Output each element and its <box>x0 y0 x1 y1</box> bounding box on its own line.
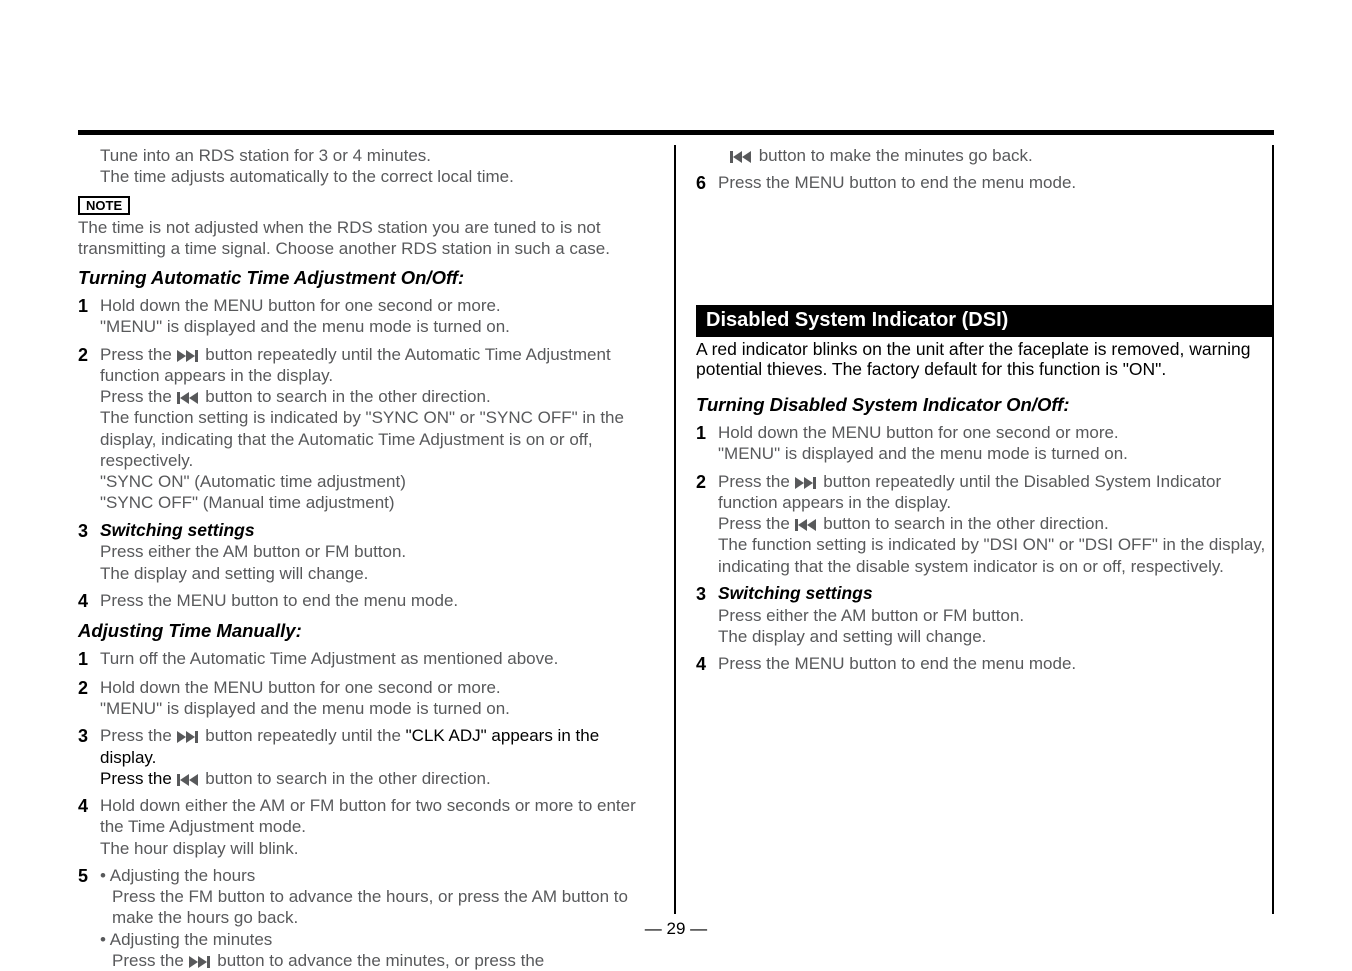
next-track-icon <box>189 956 213 968</box>
step-text: Press the MENU button to end the menu mo… <box>718 173 1076 192</box>
step-text: Hold down the MENU button for one second… <box>100 296 501 315</box>
step-number: 3 <box>78 520 100 543</box>
prev-track-icon <box>730 151 754 163</box>
manual-step-3: 3 Press the button repeatedly until the … <box>78 725 654 789</box>
next-track-icon <box>795 477 819 489</box>
switching-settings-title: Switching settings <box>100 520 255 540</box>
step-text: "MENU" is displayed and the menu mode is… <box>100 317 510 336</box>
auto-step-2: 2 Press the button repeatedly until the … <box>78 344 654 514</box>
auto-step-4: 4 Press the MENU button to end the menu … <box>78 590 654 613</box>
step-text: button repeatedly until the <box>201 726 406 745</box>
step-number: 3 <box>696 583 718 606</box>
step-number: 5 <box>78 865 100 888</box>
subhead-dsi: Turning Disabled System Indicator On/Off… <box>696 394 1272 416</box>
step-text: The display and setting will change. <box>100 564 368 583</box>
step-text: "SYNC ON" (Automatic time adjustment) <box>100 472 406 491</box>
section-intro-dsi: A red indicator blinks on the unit after… <box>696 339 1272 380</box>
right-column: button to make the minutes go back. 6 Pr… <box>676 145 1274 914</box>
intro-line-1: Tune into an RDS station for 3 or 4 minu… <box>100 145 654 166</box>
step-text: The hour display will blink. <box>100 839 298 858</box>
step-text: Press the <box>100 726 177 745</box>
note-label: NOTE <box>78 196 130 215</box>
switching-settings-title: Switching settings <box>718 583 873 603</box>
step-text: The display and setting will change. <box>718 627 986 646</box>
auto-step-3: 3 Switching settings Press either the AM… <box>78 520 654 584</box>
step-text: "MENU" is displayed and the menu mode is… <box>718 444 1128 463</box>
step-number: 2 <box>78 677 100 700</box>
step-text-emph: Press the <box>100 769 177 788</box>
step-text: Hold down the MENU button for one second… <box>718 423 1119 442</box>
step-text: Press the <box>100 345 177 364</box>
continuation-line: button to make the minutes go back. <box>730 145 1272 166</box>
next-track-icon <box>177 350 201 362</box>
step-text: Hold down either the AM or FM button for… <box>100 796 636 836</box>
prev-track-icon <box>795 519 819 531</box>
page-content: Tune into an RDS station for 3 or 4 minu… <box>78 145 1274 914</box>
step-text: Press either the AM button or FM button. <box>100 542 406 561</box>
step-number: 1 <box>78 648 100 671</box>
next-track-icon <box>177 731 201 743</box>
manual-step-1: 1 Turn off the Automatic Time Adjustment… <box>78 648 654 671</box>
dsi-step-2: 2 Press the button repeatedly until the … <box>696 471 1272 577</box>
step-text: The function setting is indicated by "DS… <box>718 535 1265 575</box>
step-text: Hold down the MENU button for one second… <box>100 678 501 697</box>
step-number: 4 <box>696 653 718 676</box>
bullet-hours-text: Press the FM button to advance the hours… <box>100 886 654 929</box>
prev-track-icon <box>177 774 201 786</box>
step-text: Press the <box>718 472 795 491</box>
page-number: — 29 — <box>645 919 707 939</box>
section-title-dsi: Disabled System Indicator (DSI) <box>696 305 1272 337</box>
note-text: The time is not adjusted when the RDS st… <box>78 217 654 260</box>
step-number: 1 <box>696 422 718 445</box>
step-number: 6 <box>696 172 718 195</box>
step-number: 4 <box>78 590 100 613</box>
step-text: Press the MENU button to end the menu mo… <box>100 591 458 610</box>
prev-track-icon <box>177 392 201 404</box>
step-text: The function setting is indicated by "SY… <box>100 408 624 470</box>
step-text: button to search in the other direction. <box>201 387 491 406</box>
step-number: 2 <box>78 344 100 367</box>
step-text: button to search in the other direction. <box>819 514 1109 533</box>
manual-step-5: 5 • Adjusting the hours Press the FM but… <box>78 865 654 971</box>
step-text: Press the MENU button to end the menu mo… <box>718 654 1076 673</box>
bullet-minutes-text: Press the button to advance the minutes,… <box>100 950 654 971</box>
left-column: Tune into an RDS station for 3 or 4 minu… <box>78 145 676 914</box>
subhead-auto-time: Turning Automatic Time Adjustment On/Off… <box>78 267 654 289</box>
step-number: 4 <box>78 795 100 818</box>
step-text: Press the <box>718 514 795 533</box>
bullet-hours: • Adjusting the hours <box>100 865 654 886</box>
dsi-step-3: 3 Switching settings Press either the AM… <box>696 583 1272 647</box>
manual-step-4: 4 Hold down either the AM or FM button f… <box>78 795 654 859</box>
step-text: button to search in the other direction. <box>201 769 491 788</box>
auto-step-1: 1 Hold down the MENU button for one seco… <box>78 295 654 338</box>
top-rule <box>78 130 1274 135</box>
subhead-manual-time: Adjusting Time Manually: <box>78 620 654 642</box>
dsi-step-1: 1 Hold down the MENU button for one seco… <box>696 422 1272 465</box>
bullet-minutes: • Adjusting the minutes <box>100 929 654 950</box>
step-text: Press either the AM button or FM button. <box>718 606 1024 625</box>
step-text: Press the <box>100 387 177 406</box>
step-number: 3 <box>78 725 100 748</box>
step-text: "SYNC OFF" (Manual time adjustment) <box>100 493 395 512</box>
step-text: Turn off the Automatic Time Adjustment a… <box>100 649 558 668</box>
dsi-step-4: 4 Press the MENU button to end the menu … <box>696 653 1272 676</box>
manual-step-2: 2 Hold down the MENU button for one seco… <box>78 677 654 720</box>
step-text: "MENU" is displayed and the menu mode is… <box>100 699 510 718</box>
intro-line-2: The time adjusts automatically to the co… <box>100 166 654 187</box>
step-number: 2 <box>696 471 718 494</box>
step-number: 1 <box>78 295 100 318</box>
manual-step-6: 6 Press the MENU button to end the menu … <box>696 172 1272 195</box>
